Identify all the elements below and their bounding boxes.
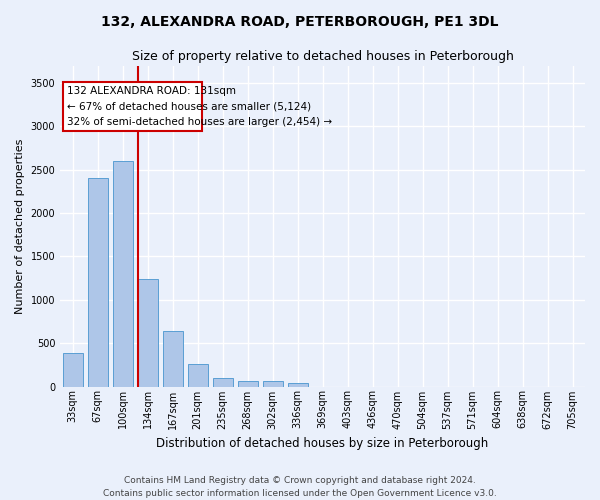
Bar bbox=[263, 382, 283, 386]
Title: Size of property relative to detached houses in Peterborough: Size of property relative to detached ho… bbox=[131, 50, 514, 63]
FancyBboxPatch shape bbox=[63, 82, 202, 132]
Y-axis label: Number of detached properties: Number of detached properties bbox=[15, 138, 25, 314]
Bar bbox=[238, 381, 257, 386]
Bar bbox=[287, 383, 308, 386]
Bar bbox=[188, 364, 208, 386]
Bar bbox=[212, 378, 233, 386]
Text: Contains HM Land Registry data © Crown copyright and database right 2024.
Contai: Contains HM Land Registry data © Crown c… bbox=[103, 476, 497, 498]
Bar bbox=[62, 352, 83, 386]
Text: 132, ALEXANDRA ROAD, PETERBOROUGH, PE1 3DL: 132, ALEXANDRA ROAD, PETERBOROUGH, PE1 3… bbox=[101, 15, 499, 29]
Bar bbox=[113, 161, 133, 386]
Bar bbox=[163, 331, 182, 386]
Bar bbox=[88, 178, 107, 386]
Bar bbox=[137, 279, 158, 386]
X-axis label: Distribution of detached houses by size in Peterborough: Distribution of detached houses by size … bbox=[157, 437, 489, 450]
Text: 132 ALEXANDRA ROAD: 131sqm
← 67% of detached houses are smaller (5,124)
32% of s: 132 ALEXANDRA ROAD: 131sqm ← 67% of deta… bbox=[67, 86, 332, 128]
